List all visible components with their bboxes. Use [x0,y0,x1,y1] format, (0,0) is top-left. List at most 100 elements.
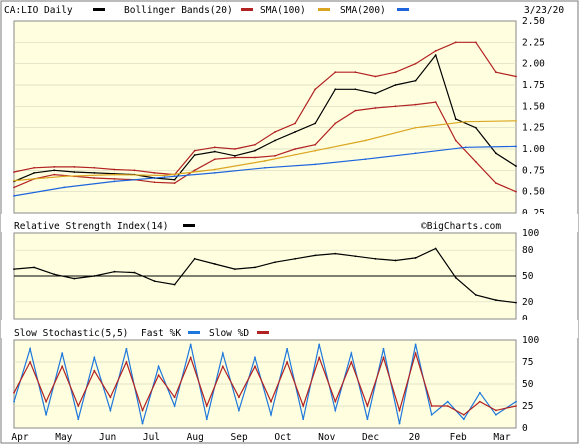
data-point [318,343,321,346]
data-point [374,75,377,78]
data-point [233,154,236,157]
data-point [434,101,437,103]
data-point [374,92,377,95]
data-point [414,257,417,259]
data-point [414,152,417,155]
y-tick-label: 1.00 [522,144,545,155]
data-point [13,179,15,182]
data-point [495,152,497,155]
data-point [354,71,357,74]
data-point [334,400,337,403]
data-point [213,168,216,171]
data-point [77,418,80,421]
series-line [13,247,517,304]
data-point [398,422,401,425]
rsi-title: Relative Strength Index(14) [14,221,168,232]
data-point [221,352,224,355]
data-point [93,171,96,174]
data-point [33,171,35,174]
date-label: 3/23/20 [524,5,564,16]
x-tick-label: Oct [274,432,291,443]
data-point [53,166,56,168]
data-point [153,171,156,174]
data-point [495,71,497,74]
x-tick-label: Jun [99,432,116,443]
data-point [254,266,256,269]
data-point [462,413,465,416]
data-point [495,413,497,416]
data-point [13,400,15,403]
data-point [454,118,457,121]
data-point [474,160,477,163]
price-axis: 2.50 2.25 2.00 1.75 1.50 1.25 1.00 0.75 0.50 0.25 [522,16,545,219]
data-point [193,154,196,156]
data-point [495,409,497,412]
data-point [464,120,467,123]
data-point [113,270,116,273]
sma200-label: SMA(200) [340,5,386,16]
data-point [193,257,196,260]
y-tick-label: 0.50 [522,187,545,198]
y-tick-label: 2.00 [522,59,545,70]
sma200-legend-swatch [397,8,409,11]
data-point [434,247,437,250]
data-point [133,169,136,172]
data-point [302,405,305,407]
data-point [189,343,192,346]
data-point [153,181,156,184]
data-point [254,365,256,368]
data-point [286,347,288,350]
data-point [93,369,96,372]
data-point [73,166,76,168]
x-axis: Apr May Jun Jul Aug Sep Oct Nov Dec 20 Feb Mar [11,432,510,443]
data-point [93,177,96,179]
slowd-legend-swatch [257,331,269,334]
data-point [274,261,276,264]
data-point [13,268,15,271]
data-point [113,180,116,183]
x-tick-label: May [55,432,72,443]
data-point [254,356,256,359]
data-point [354,109,357,112]
data-point [141,409,144,412]
sma100-label: SMA(100) [260,5,306,16]
data-point [414,79,417,82]
data-point [270,413,272,416]
data-point [294,131,297,133]
data-point [434,54,437,57]
data-point [77,405,80,407]
data-point [366,418,369,421]
data-point [350,361,353,363]
y-tick-label: 50 [522,271,534,282]
data-point [233,156,236,159]
data-point [113,168,116,171]
x-tick-label: Aug [187,432,204,443]
x-tick-label: Feb [450,432,467,443]
price-legend-swatch [93,8,105,11]
rsi-legend-swatch [183,224,195,227]
y-tick-label: 25 [522,401,533,412]
data-point [474,294,477,296]
data-point [414,62,417,65]
data-point [366,405,369,407]
data-point [13,186,15,189]
data-point [61,365,64,368]
x-tick-label: 20 [409,432,421,443]
y-tick-label: 100 [522,335,539,346]
data-point [478,400,481,403]
data-point [454,139,457,142]
data-point [334,88,337,91]
data-point [515,301,517,304]
data-point [364,139,367,142]
data-point [294,148,297,150]
data-point [113,177,116,180]
data-point [374,257,377,260]
data-point [374,107,377,109]
data-point [314,149,317,152]
y-tick-label: 0 [522,314,528,325]
data-point [205,418,208,421]
data-point [109,409,112,412]
x-tick-label: Mar [493,432,510,443]
data-point [274,154,276,157]
data-point [213,263,216,265]
